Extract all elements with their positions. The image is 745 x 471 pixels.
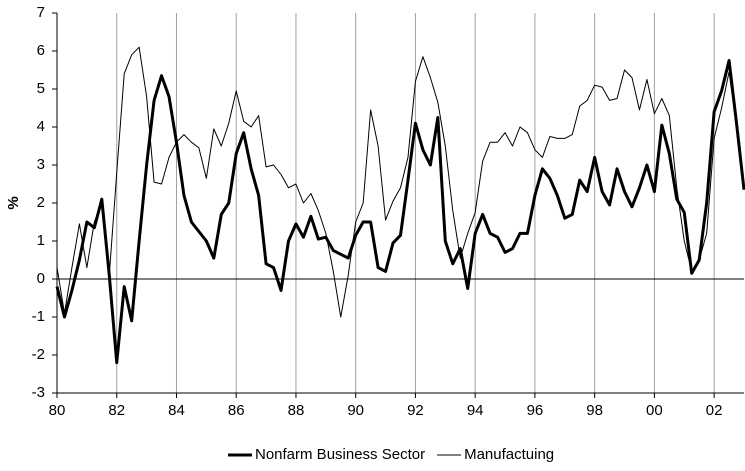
y-tick-label: 6 bbox=[37, 42, 45, 59]
x-tick-label: 02 bbox=[706, 402, 723, 419]
x-tick-label: 80 bbox=[49, 402, 66, 419]
y-tick-label: 1 bbox=[37, 232, 45, 249]
y-tick-label: 4 bbox=[37, 118, 45, 135]
y-tick-label: 3 bbox=[37, 156, 45, 173]
y-tick-label: -2 bbox=[32, 346, 45, 363]
y-tick-label: -1 bbox=[32, 308, 45, 325]
x-tick-label: 82 bbox=[108, 402, 125, 419]
x-tick-label: 90 bbox=[347, 402, 364, 419]
x-tick-label: 88 bbox=[288, 402, 305, 419]
y-axis-label: % bbox=[5, 196, 22, 209]
x-tick-label: 92 bbox=[407, 402, 424, 419]
x-tick-label: 84 bbox=[168, 402, 185, 419]
x-tick-label: 94 bbox=[467, 402, 484, 419]
y-tick-label: 7 bbox=[37, 4, 45, 21]
x-tick-label: 98 bbox=[586, 402, 603, 419]
x-tick-label: 00 bbox=[646, 402, 663, 419]
series-line bbox=[55, 59, 745, 365]
y-tick-label: 0 bbox=[37, 270, 45, 287]
y-tick-label: -3 bbox=[32, 384, 45, 401]
legend-label: Nonfarm Business Sector bbox=[255, 446, 425, 463]
x-tick-label: 86 bbox=[228, 402, 245, 419]
y-tick-label: 2 bbox=[37, 194, 45, 211]
legend-label: Manufactuing bbox=[464, 446, 554, 463]
y-tick-label: 5 bbox=[37, 80, 45, 97]
series-line bbox=[56, 46, 745, 318]
x-tick-label: 96 bbox=[527, 402, 544, 419]
